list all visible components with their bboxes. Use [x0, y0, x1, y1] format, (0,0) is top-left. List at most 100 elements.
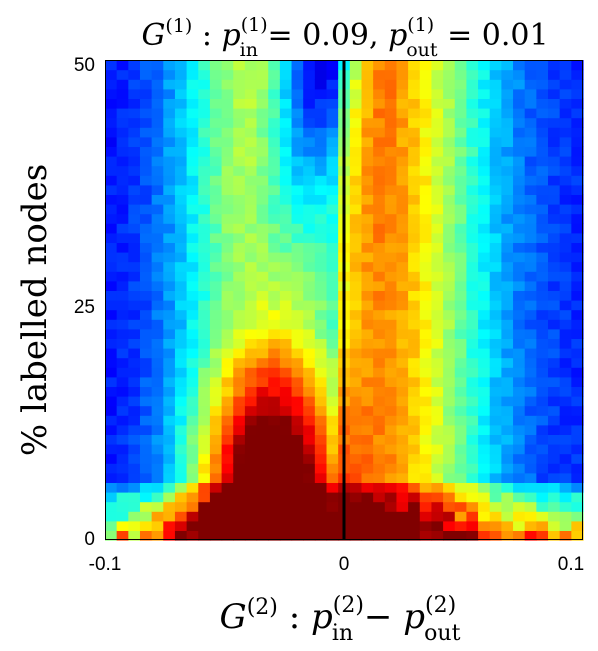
heatmap-cell: [139, 357, 153, 368]
heatmap-cell: [349, 165, 363, 176]
heatmap-cell: [244, 376, 258, 387]
heatmap-cell: [268, 424, 281, 435]
heatmap-cell: [209, 492, 223, 503]
heatmap-cell: [524, 290, 537, 301]
heatmap-cell: [163, 117, 176, 128]
heatmap-cell: [513, 261, 526, 272]
heatmap-cell: [244, 204, 258, 215]
heatmap-cell: [571, 127, 584, 138]
heatmap-cell: [244, 156, 258, 167]
heatmap-cell: [268, 415, 281, 426]
heatmap-cell: [128, 338, 141, 349]
heatmap-cell: [571, 453, 584, 464]
heatmap-cell: [163, 165, 176, 176]
heatmap-cell: [268, 453, 281, 464]
heatmap-cell: [326, 204, 339, 215]
heatmap-cell: [186, 319, 199, 330]
heatmap-cell: [244, 357, 258, 368]
heatmap-cell: [384, 453, 398, 464]
heatmap-cell: [233, 511, 246, 522]
heatmap-cell: [279, 184, 293, 195]
heatmap-cell: [431, 376, 444, 387]
heatmap-cell: [174, 338, 188, 349]
heatmap-cell: [396, 338, 409, 349]
heatmap-cell: [443, 415, 456, 426]
heatmap-cell: [443, 60, 456, 71]
heatmap-cell: [233, 69, 246, 80]
heatmap-cell: [326, 88, 339, 99]
heatmap-cell: [279, 252, 293, 263]
heatmap-cell: [128, 530, 141, 541]
heatmap-cell: [303, 453, 316, 464]
heatmap-cell: [454, 88, 468, 99]
heatmap-cell: [559, 463, 572, 474]
heatmap-cell: [548, 338, 561, 349]
heatmap-cell: [384, 482, 398, 493]
heatmap-cell: [419, 444, 433, 455]
heatmap-cell: [139, 376, 153, 387]
heatmap-cell: [116, 453, 129, 464]
heatmap-cell: [384, 69, 398, 80]
heatmap-cell: [326, 520, 339, 531]
heatmap-cell: [396, 463, 409, 474]
heatmap-cell: [349, 69, 363, 80]
heatmap-cell: [314, 492, 328, 503]
heatmap-cell: [303, 252, 316, 263]
heatmap-cell: [571, 434, 584, 445]
heatmap-cell: [209, 156, 223, 167]
heatmap-cell: [198, 396, 211, 407]
heatmap-cell: [571, 309, 584, 320]
heatmap-cell: [571, 261, 584, 272]
heatmap-cell: [454, 424, 468, 435]
heatmap-cell: [559, 242, 572, 253]
heatmap-cell: [548, 357, 561, 368]
heatmap-cell: [163, 69, 176, 80]
heatmap-cell: [373, 88, 386, 99]
heatmap-cell: [151, 338, 164, 349]
heatmap-cell: [279, 396, 293, 407]
heatmap-cell: [139, 271, 153, 282]
heatmap-cell: [326, 415, 339, 426]
heatmap-cell: [105, 300, 118, 311]
heatmap-cell: [443, 280, 456, 291]
heatmap-cell: [524, 309, 537, 320]
heatmap-cell: [478, 271, 491, 282]
heatmap-cell: [571, 175, 584, 186]
heatmap-cell: [361, 472, 374, 483]
heatmap-cell: [501, 232, 514, 243]
heatmap-cell: [326, 472, 339, 483]
heatmap-cell: [431, 444, 444, 455]
heatmap-cell: [349, 117, 363, 128]
heatmap-cell: [105, 492, 118, 503]
heatmap-cell: [454, 194, 468, 205]
heatmap-cell: [384, 530, 398, 541]
heatmap-cell: [524, 415, 537, 426]
heatmap-cell: [489, 405, 502, 416]
heatmap-cell: [326, 98, 339, 109]
heatmap-cell: [268, 309, 281, 320]
heatmap-cell: [128, 127, 141, 138]
heatmap-cell: [209, 520, 223, 531]
heatmap-cell: [524, 453, 537, 464]
heatmap-cell: [256, 213, 269, 224]
heatmap-cell: [268, 290, 281, 301]
heatmap-cell: [478, 348, 491, 359]
heatmap-cell: [198, 357, 211, 368]
heatmap-cell: [209, 482, 223, 493]
heatmap-cell: [198, 108, 211, 119]
heatmap-cell: [466, 348, 479, 359]
heatmap-cell: [105, 98, 118, 109]
heatmap-cell: [128, 501, 141, 512]
heatmap-cell: [559, 405, 572, 416]
heatmap-cell: [256, 319, 269, 330]
heatmap-cell: [314, 223, 328, 234]
heatmap-cell: [373, 223, 386, 234]
heatmap-cell: [303, 88, 316, 99]
heatmap-cell: [548, 396, 561, 407]
heatmap-cell: [524, 530, 537, 541]
heatmap-cell: [128, 223, 141, 234]
heatmap-cell: [466, 79, 479, 90]
heatmap-cell: [128, 472, 141, 483]
heatmap-cell: [291, 69, 304, 80]
heatmap-cell: [326, 434, 339, 445]
